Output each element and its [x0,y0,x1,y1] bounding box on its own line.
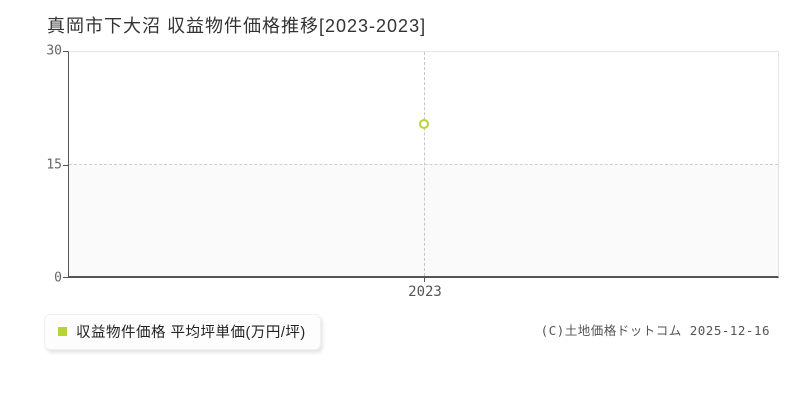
y-tick-label-30: 30 [46,43,62,59]
y-tick-mark-30 [63,51,68,52]
y-tick-label-15: 15 [46,157,62,172]
y-axis-labels: 30 15 0 [26,44,62,286]
legend-label: 収益物件価格 平均坪単価(万円/坪) [76,325,306,341]
y-tick-mark-0 [63,277,68,278]
x-tick-mark-2023 [424,278,425,282]
x-tick-label-2023: 2023 [408,284,442,300]
legend: 収益物件価格 平均坪単価(万円/坪) [44,314,321,350]
copyright-text: (C)土地価格ドットコム 2025-12-16 [540,323,770,338]
legend-marker-square [58,327,67,336]
chart-title: 真岡市下大沼 収益物件価格推移[2023-2023] [47,16,427,36]
y-tick-mark-15 [63,165,68,166]
y-tick-label-0: 0 [54,270,62,286]
vertical-dashed-gridline [423,52,425,276]
data-point-2023[interactable] [418,119,429,130]
plot-area [68,51,779,278]
